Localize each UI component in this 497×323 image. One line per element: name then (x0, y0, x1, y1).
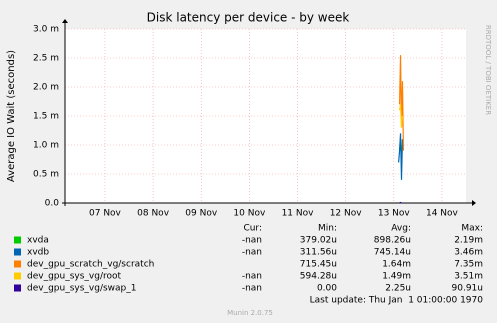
stat-header: Min: (318, 224, 337, 234)
legend-stat: 90.91u (452, 284, 483, 294)
stat-header: Cur: (243, 224, 262, 234)
axis-arrow (472, 200, 476, 206)
y-tick-label: 1.5 m (33, 112, 59, 122)
legend-label: dev_gpu_sys_vg/swap_1 (27, 284, 137, 294)
legend-stat: 898.26u (374, 236, 411, 246)
x-tick-label: 14 Nov (426, 209, 459, 219)
legend-stat: 745.14u (374, 248, 411, 258)
legend-stat: 2.25u (385, 284, 411, 294)
side-text: RRDTOOL / TOBI OETIKER (484, 25, 492, 115)
x-tick-label: 09 Nov (185, 209, 218, 219)
legend-stat: 0.00 (317, 284, 337, 294)
legend-stat: 3.51m (454, 272, 483, 282)
legend-swatch (14, 236, 21, 244)
legend-stat: -nan (242, 284, 262, 294)
footer: Munin 2.0.75 (227, 309, 273, 317)
chart-title: Disk latency per device - by week (147, 11, 350, 25)
legend-stat: -nan (242, 236, 262, 246)
legend-stat: 311.56u (300, 248, 337, 258)
legend-label: dev_gpu_sys_vg/root (27, 272, 121, 282)
legend-stat: -nan (242, 272, 262, 282)
x-tick-label: 11 Nov (282, 209, 315, 219)
legend-stat: 594.28u (300, 272, 337, 282)
legend-swatch (14, 272, 21, 280)
legend-stat: 2.19m (454, 236, 483, 246)
y-tick-label: 2.5 m (33, 54, 59, 64)
legend-stat: 7.35m (454, 260, 483, 270)
series-line (398, 104, 404, 128)
legend-stat: 1.49m (382, 272, 411, 282)
y-tick-label: 2.0 m (33, 83, 59, 93)
y-tick-label: 0.5 m (33, 170, 59, 180)
last-update: Last update: Thu Jan 1 01:00:00 1970 (310, 296, 484, 306)
stat-header: Avg: (391, 224, 411, 234)
y-axis-label: Average IO Wait (seconds) (6, 50, 17, 182)
legend-stat: 1.64m (382, 260, 411, 270)
x-tick-label: 07 Nov (89, 209, 122, 219)
legend-swatch (14, 284, 21, 292)
legend-label: xvdb (27, 248, 49, 258)
x-tick-label: 10 Nov (233, 209, 266, 219)
legend-swatch (14, 248, 21, 256)
legend-label: xvda (27, 236, 49, 246)
stat-header: Max: (461, 224, 483, 234)
legend-stat: -nan (242, 248, 262, 258)
x-tick-label: 12 Nov (330, 209, 363, 219)
x-tick-label: 08 Nov (137, 209, 170, 219)
legend-swatch (14, 260, 21, 268)
y-tick-label: 0.0 (45, 199, 60, 209)
legend-stat: 715.45u (300, 260, 337, 270)
x-tick-label: 13 Nov (378, 209, 411, 219)
legend-stat: 379.02u (300, 236, 337, 246)
axis-arrow (62, 19, 68, 23)
y-tick-label: 1.0 m (33, 141, 59, 151)
y-tick-label: 3.0 m (33, 25, 59, 35)
legend-stat: 3.46m (454, 248, 483, 258)
legend-label: dev_gpu_scratch_vg/scratch (27, 260, 154, 270)
series-line (398, 133, 404, 180)
series-line (399, 201, 402, 204)
